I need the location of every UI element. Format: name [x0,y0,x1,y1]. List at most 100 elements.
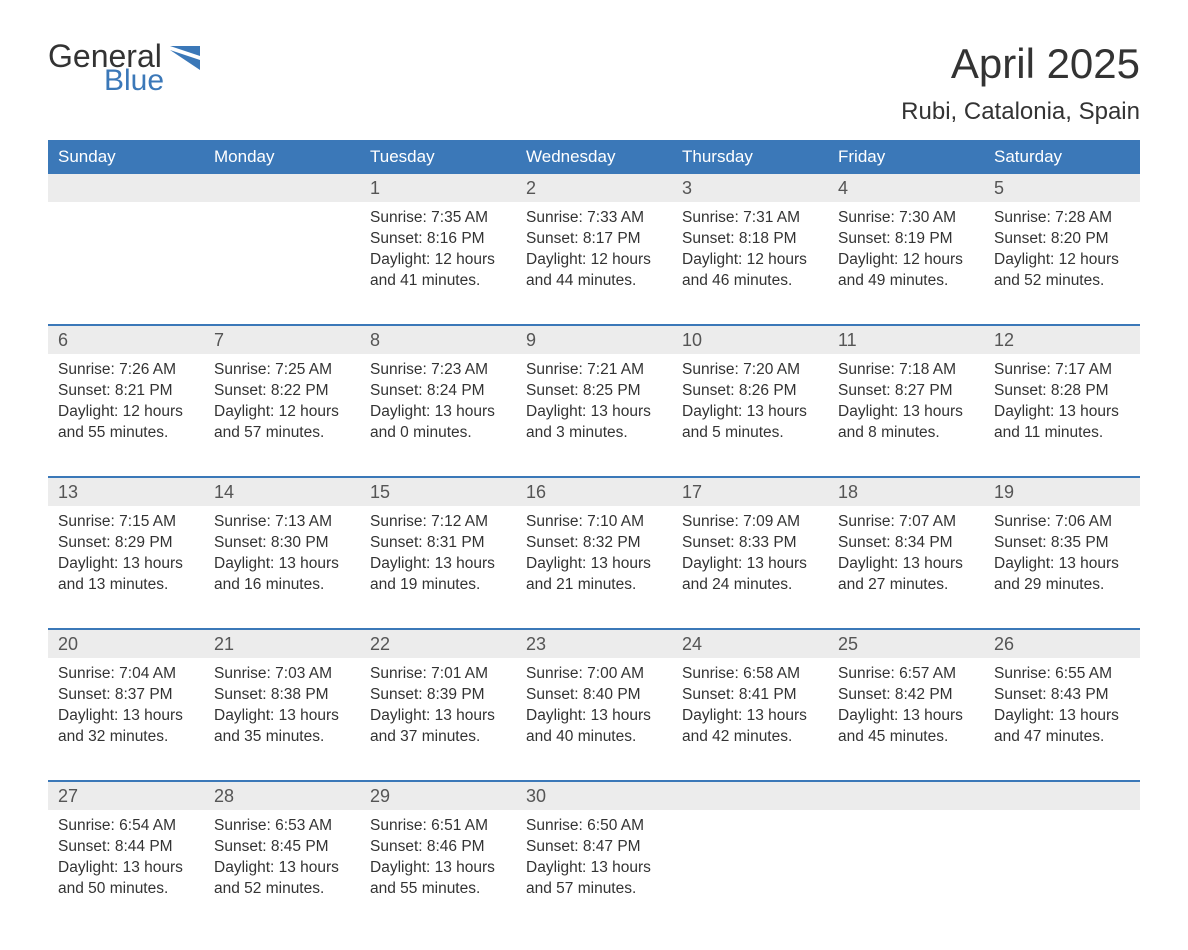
day-cell: Sunrise: 6:50 AMSunset: 8:47 PMDaylight:… [516,810,672,910]
day-cell [48,202,204,302]
date-number: 13 [48,478,204,506]
location-subtitle: Rubi, Catalonia, Spain [901,98,1140,126]
day-cell: Sunrise: 6:58 AMSunset: 8:41 PMDaylight:… [672,658,828,758]
date-row: 12345 [48,174,1140,202]
page-title: April 2025 [901,40,1140,88]
date-number: 12 [984,326,1140,354]
date-number: 18 [828,478,984,506]
date-row: 20212223242526 [48,630,1140,658]
day-cell [204,202,360,302]
sunset-text: Sunset: 8:34 PM [838,533,974,554]
day-header-wednesday: Wednesday [516,140,672,174]
sunrise-text: Sunrise: 7:25 AM [214,360,350,381]
week-block: 12345Sunrise: 7:35 AMSunset: 8:16 PMDayl… [48,174,1140,302]
week-block: 13141516171819Sunrise: 7:15 AMSunset: 8:… [48,476,1140,606]
sunset-text: Sunset: 8:20 PM [994,229,1130,250]
date-number: 11 [828,326,984,354]
sunrise-text: Sunrise: 7:07 AM [838,512,974,533]
sunset-text: Sunset: 8:18 PM [682,229,818,250]
day-header-saturday: Saturday [984,140,1140,174]
sunset-text: Sunset: 8:45 PM [214,837,350,858]
sunrise-text: Sunrise: 7:00 AM [526,664,662,685]
sunrise-text: Sunrise: 6:53 AM [214,816,350,837]
content-row: Sunrise: 7:35 AMSunset: 8:16 PMDaylight:… [48,202,1140,302]
date-number: 7 [204,326,360,354]
date-number: 28 [204,782,360,810]
day-header-thursday: Thursday [672,140,828,174]
date-number: 20 [48,630,204,658]
sunrise-text: Sunrise: 7:30 AM [838,208,974,229]
sunrise-text: Sunrise: 7:01 AM [370,664,506,685]
day-cell: Sunrise: 7:13 AMSunset: 8:30 PMDaylight:… [204,506,360,606]
sunrise-text: Sunrise: 7:15 AM [58,512,194,533]
date-number: 3 [672,174,828,202]
daylight-text: Daylight: 13 hours and 8 minutes. [838,402,974,444]
daylight-text: Daylight: 13 hours and 19 minutes. [370,554,506,596]
day-header-tuesday: Tuesday [360,140,516,174]
daylight-text: Daylight: 13 hours and 11 minutes. [994,402,1130,444]
sunset-text: Sunset: 8:37 PM [58,685,194,706]
sunset-text: Sunset: 8:35 PM [994,533,1130,554]
sunset-text: Sunset: 8:46 PM [370,837,506,858]
daylight-text: Daylight: 13 hours and 5 minutes. [682,402,818,444]
date-number: 30 [516,782,672,810]
day-cell: Sunrise: 7:07 AMSunset: 8:34 PMDaylight:… [828,506,984,606]
sunrise-text: Sunrise: 7:31 AM [682,208,818,229]
week-block: 6789101112Sunrise: 7:26 AMSunset: 8:21 P… [48,324,1140,454]
logo: General Blue [48,40,204,96]
date-number: 19 [984,478,1140,506]
date-number: 23 [516,630,672,658]
sunrise-text: Sunrise: 7:20 AM [682,360,818,381]
day-cell: Sunrise: 7:31 AMSunset: 8:18 PMDaylight:… [672,202,828,302]
sunset-text: Sunset: 8:31 PM [370,533,506,554]
day-cell: Sunrise: 7:28 AMSunset: 8:20 PMDaylight:… [984,202,1140,302]
sunset-text: Sunset: 8:24 PM [370,381,506,402]
date-number: 21 [204,630,360,658]
daylight-text: Daylight: 12 hours and 41 minutes. [370,250,506,292]
logo-text: General Blue [48,40,164,96]
sunset-text: Sunset: 8:21 PM [58,381,194,402]
sunset-text: Sunset: 8:33 PM [682,533,818,554]
date-number [204,174,360,202]
sunset-text: Sunset: 8:32 PM [526,533,662,554]
daylight-text: Daylight: 13 hours and 3 minutes. [526,402,662,444]
sunrise-text: Sunrise: 6:54 AM [58,816,194,837]
day-cell: Sunrise: 7:21 AMSunset: 8:25 PMDaylight:… [516,354,672,454]
day-cell: Sunrise: 7:03 AMSunset: 8:38 PMDaylight:… [204,658,360,758]
sunset-text: Sunset: 8:41 PM [682,685,818,706]
daylight-text: Daylight: 13 hours and 52 minutes. [214,858,350,900]
sunrise-text: Sunrise: 7:28 AM [994,208,1130,229]
date-number: 26 [984,630,1140,658]
day-cell: Sunrise: 7:25 AMSunset: 8:22 PMDaylight:… [204,354,360,454]
sunset-text: Sunset: 8:40 PM [526,685,662,706]
logo-flag-icon [170,46,204,72]
date-number: 8 [360,326,516,354]
day-cell: Sunrise: 6:53 AMSunset: 8:45 PMDaylight:… [204,810,360,910]
day-cell: Sunrise: 7:30 AMSunset: 8:19 PMDaylight:… [828,202,984,302]
date-number: 15 [360,478,516,506]
header: General Blue April 2025 Rubi, Catalonia,… [48,40,1140,126]
weeks-container: 12345Sunrise: 7:35 AMSunset: 8:16 PMDayl… [48,174,1140,910]
day-cell [984,810,1140,910]
sunrise-text: Sunrise: 7:33 AM [526,208,662,229]
sunset-text: Sunset: 8:29 PM [58,533,194,554]
date-number: 1 [360,174,516,202]
sunset-text: Sunset: 8:26 PM [682,381,818,402]
daylight-text: Daylight: 13 hours and 32 minutes. [58,706,194,748]
daylight-text: Daylight: 13 hours and 47 minutes. [994,706,1130,748]
sunset-text: Sunset: 8:25 PM [526,381,662,402]
week-block: 27282930Sunrise: 6:54 AMSunset: 8:44 PMD… [48,780,1140,910]
day-cell: Sunrise: 7:23 AMSunset: 8:24 PMDaylight:… [360,354,516,454]
day-cell: Sunrise: 7:20 AMSunset: 8:26 PMDaylight:… [672,354,828,454]
date-number: 4 [828,174,984,202]
date-number: 6 [48,326,204,354]
content-row: Sunrise: 6:54 AMSunset: 8:44 PM Daylight:… [48,810,1140,910]
sunset-text: Sunset: 8:44 PM [58,837,194,858]
sunrise-text: Sunrise: 7:12 AM [370,512,506,533]
daylight-text: Daylight: 13 hours and 40 minutes. [526,706,662,748]
daylight-text: Daylight: 12 hours and 46 minutes. [682,250,818,292]
sunset-text: Sunset: 8:27 PM [838,381,974,402]
daylight-text: Daylight: 13 hours and 42 minutes. [682,706,818,748]
day-cell: Sunrise: 6:57 AMSunset: 8:42 PMDaylight:… [828,658,984,758]
logo-word-blue: Blue [104,66,164,96]
